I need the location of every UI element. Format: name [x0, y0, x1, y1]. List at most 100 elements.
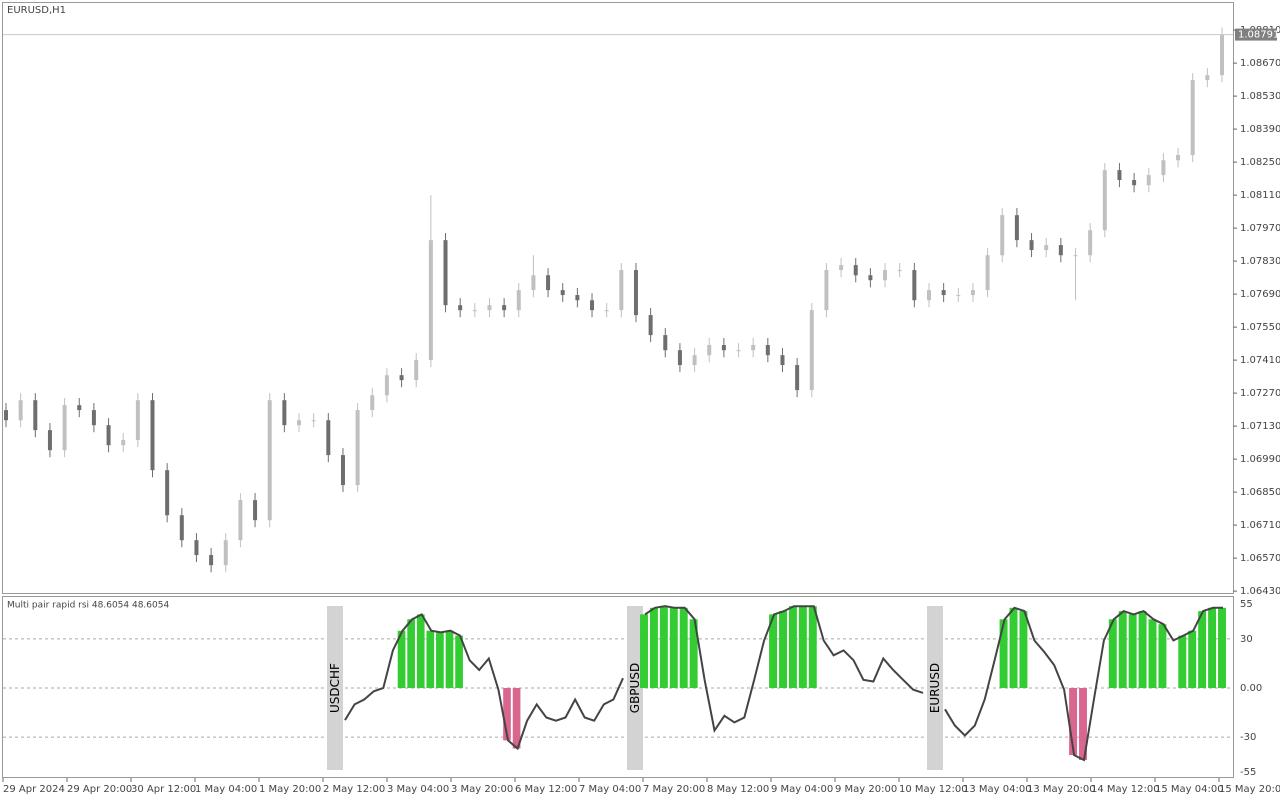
rsi-line [644, 605, 924, 734]
pair-label: EURUSD [928, 663, 942, 713]
histogram-bar [503, 688, 511, 741]
histogram-bar [1069, 688, 1078, 756]
candle-body [458, 305, 463, 311]
histogram-bar [1198, 611, 1207, 688]
y-tick-label: 1.06850 [1240, 487, 1280, 498]
histogram-bar [1148, 619, 1157, 688]
candle-body [47, 430, 52, 451]
histogram-bar [788, 606, 797, 688]
candle-body [1176, 155, 1181, 161]
candle-body [1161, 160, 1166, 176]
histogram-bar [416, 614, 425, 688]
candle-body [62, 405, 67, 451]
price-frame [2, 2, 1234, 594]
candle-body [384, 375, 389, 396]
x-tick-label: 1 May 04:00 [195, 784, 257, 795]
candle-body [912, 270, 917, 301]
candle-body [282, 400, 287, 426]
histogram-bar [1158, 624, 1167, 688]
candle-body [1117, 170, 1122, 181]
y-tick-label: 1.08390 [1240, 124, 1280, 135]
candle-body [941, 290, 946, 296]
y-tick-label: 1.07410 [1240, 355, 1280, 366]
histogram-bar [769, 614, 778, 688]
candle-body [1102, 170, 1107, 231]
x-tick-label: 29 Apr 20:00 [67, 784, 132, 795]
x-tick-label: 3 May 20:00 [451, 784, 513, 795]
candle-body [765, 345, 770, 356]
candle-body [721, 345, 726, 351]
histogram-bar [1218, 607, 1226, 688]
x-tick-label: 2 May 12:00 [323, 784, 385, 795]
candle-body [223, 540, 228, 566]
candle-body [77, 405, 82, 411]
y-tick-label: 1.07550 [1240, 322, 1280, 333]
candle-body [575, 295, 580, 301]
candle-body [926, 290, 931, 301]
indicator-frame [2, 596, 1234, 778]
histogram-bar [808, 606, 817, 688]
candle-body [751, 345, 756, 351]
candle-body [253, 500, 258, 521]
candle-body [355, 410, 360, 486]
candle-body [179, 515, 184, 541]
y-tick-label: 1.07270 [1240, 388, 1280, 399]
candle-body [209, 555, 214, 566]
y-tick-label: 1.06990 [1240, 454, 1280, 465]
histogram-bar [689, 619, 698, 688]
candle-body [516, 290, 521, 311]
pair-label: GBPUSD [628, 663, 642, 713]
histogram-bar [1178, 635, 1187, 688]
candle-body [1088, 230, 1093, 256]
histogram-bar [445, 630, 454, 688]
histogram-bar [397, 630, 406, 688]
histogram-bar [779, 611, 787, 688]
candle-body [443, 240, 448, 306]
pair-label: USDCHF [328, 663, 342, 713]
histogram-bar [1118, 611, 1127, 688]
x-tick-label: 3 May 04:00 [387, 784, 449, 795]
x-tick-label: 9 May 04:00 [771, 784, 833, 795]
candle-body [809, 310, 814, 391]
candle-body [267, 400, 272, 521]
y-tick-label: -30 [1240, 732, 1256, 743]
candle-body [370, 395, 375, 411]
candle-body [238, 500, 243, 541]
candle-body [502, 305, 507, 311]
histogram-bar [1079, 688, 1087, 760]
candle-body [648, 315, 653, 336]
candle-body [985, 255, 990, 291]
rsi-line [344, 613, 624, 751]
histogram-bar [1208, 607, 1217, 688]
candle-body [399, 375, 404, 381]
x-tick-label: 1 May 20:00 [259, 784, 321, 795]
candle-body [604, 310, 609, 312]
candle-body [633, 270, 638, 316]
y-tick-label: 1.08250 [1240, 157, 1280, 168]
y-tick-label: 30 [1240, 634, 1253, 645]
candle-body [326, 420, 331, 456]
indicator-title: Multi pair rapid rsi 48.6054 48.6054 [7, 601, 169, 611]
y-tick-label: 1.06570 [1240, 553, 1280, 564]
candle-body [121, 440, 126, 446]
y-tick-label: 0.00 [1240, 683, 1262, 694]
candle-body [194, 540, 199, 556]
x-tick-label: 9 May 20:00 [835, 784, 897, 795]
y-tick-label: 1.07130 [1240, 421, 1280, 432]
candle-body [868, 275, 873, 281]
y-tick-label: 55 [1240, 599, 1253, 610]
x-tick-label: 14 May 12:00 [1091, 784, 1160, 795]
candle-body [340, 455, 345, 486]
y-tick-label: 1.08670 [1240, 58, 1280, 69]
histogram-bar [669, 607, 678, 688]
candle-body [853, 265, 858, 276]
y-tick-label: 1.07830 [1240, 256, 1280, 267]
histogram-bar [798, 606, 807, 688]
y-tick-label: 1.07690 [1240, 289, 1280, 300]
candle-body [1029, 240, 1034, 251]
candle-body [692, 355, 697, 366]
candle-body [1205, 75, 1210, 81]
candle-body [531, 275, 536, 291]
candle-body [33, 400, 38, 431]
candle-body [414, 360, 419, 381]
